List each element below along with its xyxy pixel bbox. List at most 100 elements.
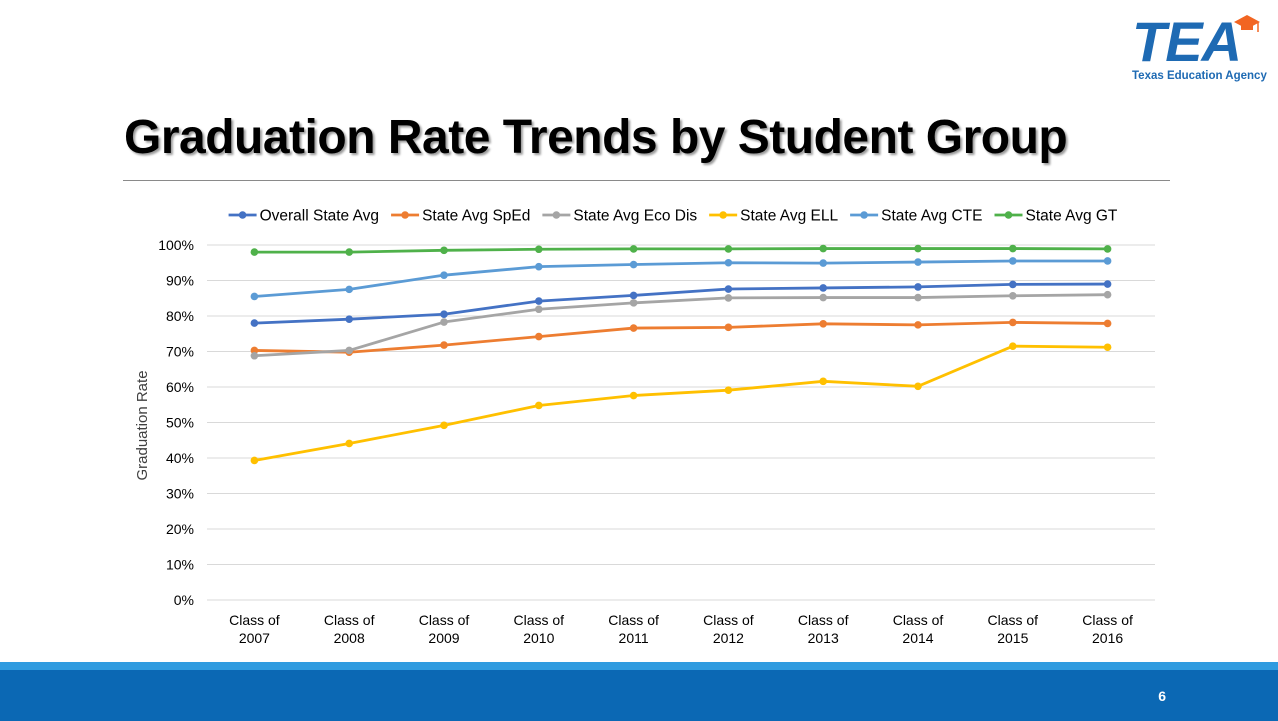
series-line — [254, 247, 1108, 254]
data-point — [535, 401, 543, 410]
chart-legend: Overall State Avg State Avg SpEd State Avg… — [228, 208, 1118, 225]
legend-label: State Avg Eco Dis — [573, 208, 697, 225]
x-tick-label: Class of 2015 — [988, 612, 1039, 646]
x-tick-label: Class of 2013 — [798, 612, 849, 646]
data-point — [1009, 280, 1017, 289]
legend-swatch-marker — [860, 211, 868, 219]
data-point — [1009, 244, 1017, 253]
series-state-avg-ell — [250, 342, 1112, 465]
data-point — [914, 382, 922, 391]
legend-label: State Avg ELL — [740, 208, 838, 225]
data-point — [629, 324, 638, 332]
graduation-cap-icon — [1234, 15, 1260, 32]
x-tick-label: Class of 2011 — [608, 612, 659, 646]
data-point — [440, 421, 448, 430]
y-axis-ticks: 0% 10% 20% 30% 40% 50% 60% 70% 80% 90% 100% — [158, 237, 194, 608]
data-point — [1009, 318, 1017, 327]
y-tick-label: 60% — [166, 379, 194, 395]
legend-label: Overall State Avg — [260, 208, 379, 225]
y-tick-label: 0% — [174, 592, 194, 608]
data-point — [345, 248, 353, 256]
data-point — [629, 291, 638, 300]
data-point — [629, 299, 638, 307]
legend-swatch-marker — [552, 211, 561, 219]
data-point — [819, 259, 827, 267]
legend-item: State Avg ELL — [709, 208, 838, 225]
title-divider — [123, 180, 1170, 181]
data-point — [250, 248, 259, 256]
series-line — [254, 344, 1108, 462]
legend-label: State Avg SpEd — [422, 208, 530, 225]
x-tick-label: Class of 2012 — [703, 612, 754, 646]
data-point — [629, 391, 638, 400]
data-point — [535, 262, 543, 271]
data-point — [535, 245, 543, 254]
y-tick-label: 20% — [166, 521, 194, 537]
x-axis-ticks: Class of 2007 Class of 2008 Class of 2009 Clas… — [229, 612, 1133, 646]
data-point — [724, 258, 733, 267]
data-point — [1009, 291, 1017, 300]
series-line — [254, 320, 1108, 354]
x-tick-label: Class of 2009 — [419, 612, 470, 646]
data-point — [724, 285, 733, 293]
y-tick-label: 50% — [166, 415, 194, 431]
data-point — [914, 293, 922, 302]
y-tick-label: 30% — [166, 486, 194, 502]
series-overall-state-avg — [250, 280, 1112, 327]
y-tick-label: 10% — [166, 557, 194, 573]
data-point — [250, 456, 259, 465]
data-point — [819, 293, 827, 302]
data-point — [724, 294, 733, 302]
logo-subtext: Texas Education Agency — [1132, 70, 1267, 82]
data-point — [250, 351, 259, 360]
x-tick-label: Class of 2010 — [514, 612, 565, 646]
footer-bar — [0, 670, 1278, 721]
series-state-avg-sped — [250, 318, 1112, 357]
data-point — [819, 377, 827, 386]
slide-title: Graduation Rate Trends by Student Group — [124, 111, 1068, 164]
legend-label: State Avg CTE — [881, 208, 982, 225]
data-point — [724, 245, 733, 253]
x-tick-label: Class of 2007 — [229, 612, 280, 646]
data-point — [535, 332, 543, 341]
data-point — [1009, 342, 1017, 350]
legend-item: Overall State Avg — [228, 208, 379, 225]
data-point — [250, 319, 259, 327]
data-point — [1103, 257, 1112, 265]
data-point — [819, 284, 827, 292]
footer-accent-bar — [0, 662, 1278, 670]
data-point — [724, 323, 733, 332]
data-point — [535, 297, 543, 305]
data-point — [914, 321, 922, 329]
legend-swatch-marker — [1004, 211, 1013, 219]
data-point — [440, 310, 448, 319]
x-tick-label: Class of 2008 — [324, 612, 375, 646]
legend-item: State Avg Eco Dis — [542, 208, 697, 225]
legend-item: State Avg SpEd — [391, 208, 530, 225]
data-point — [1009, 257, 1017, 265]
y-tick-label: 80% — [166, 308, 194, 324]
series-line — [254, 293, 1108, 358]
y-tick-label: 100% — [158, 237, 194, 253]
y-axis-label: Graduation Rate — [134, 370, 151, 480]
graduation-rate-chart: Overall State Avg State Avg SpEd State Avg… — [134, 208, 1155, 646]
data-point — [345, 439, 353, 448]
data-point — [440, 246, 448, 255]
data-point — [819, 320, 827, 328]
y-tick-label: 40% — [166, 450, 194, 466]
tea-logo: TEA Texas Education Agency — [1128, 10, 1268, 88]
legend-swatch-marker — [238, 211, 247, 219]
data-point — [250, 346, 259, 355]
data-point — [535, 305, 543, 314]
data-point — [1103, 343, 1112, 352]
data-point — [1103, 245, 1112, 253]
data-point — [914, 244, 922, 253]
data-point — [1103, 319, 1112, 328]
data-point — [1103, 290, 1112, 299]
x-tick-label: Class of 2016 — [1082, 612, 1133, 646]
legend-label: State Avg GT — [1026, 208, 1118, 225]
y-tick-label: 70% — [166, 344, 194, 360]
data-point — [440, 318, 448, 326]
data-point — [440, 341, 448, 349]
series-state-avg-cte — [250, 257, 1112, 301]
